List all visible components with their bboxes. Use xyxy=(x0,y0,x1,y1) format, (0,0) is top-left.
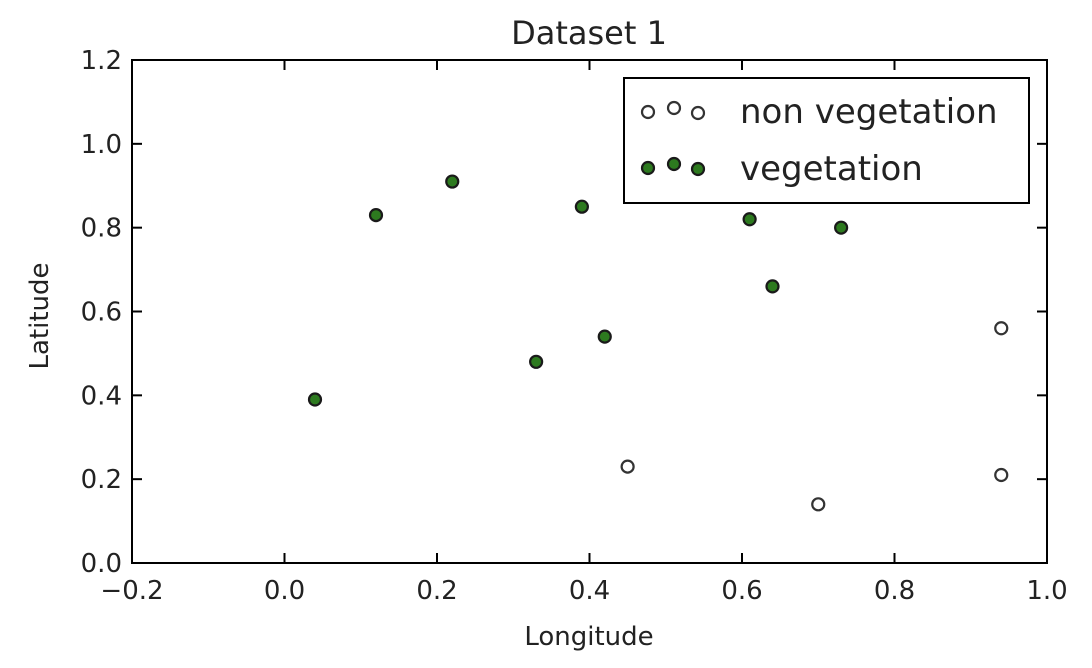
legend-label-vegetation: vegetation xyxy=(740,149,923,189)
x-tick-label: 0.2 xyxy=(416,576,457,606)
non-vegetation-point xyxy=(811,497,826,512)
legend-marker-vegetation xyxy=(690,161,706,177)
y-tick-label: 0.0 xyxy=(81,549,122,579)
vegetation-point xyxy=(529,354,544,369)
x-tick-label: 0.6 xyxy=(721,576,762,606)
y-tick-label: 1.0 xyxy=(81,130,122,160)
legend-marker-non-vegetation xyxy=(666,100,682,116)
legend-marker-non-vegetation xyxy=(690,105,706,121)
vegetation-point xyxy=(445,174,460,189)
legend-markers xyxy=(640,100,706,177)
vegetation-point xyxy=(307,392,323,407)
points-layer xyxy=(307,174,1009,512)
non-vegetation-point xyxy=(620,459,635,474)
vegetation-point xyxy=(834,220,849,235)
non-vegetation-point xyxy=(994,321,1009,336)
x-tick-label: 0.4 xyxy=(569,576,610,606)
y-tick-label: 0.6 xyxy=(81,298,122,328)
x-tick-label: 1.0 xyxy=(1026,576,1067,606)
y-tick-label: 0.8 xyxy=(81,214,122,244)
vegetation-point xyxy=(597,329,612,344)
vegetation-point xyxy=(574,199,589,214)
legend-marker-vegetation xyxy=(666,156,682,172)
legend-marker-vegetation xyxy=(640,160,656,176)
y-tick-label: 0.4 xyxy=(81,381,122,411)
y-axis-label: Latitude xyxy=(25,262,55,369)
x-tick-label: 0.0 xyxy=(264,576,305,606)
legend-label-non-vegetation: non vegetation xyxy=(740,92,998,132)
vegetation-point xyxy=(765,279,780,294)
x-tick-label: −0.2 xyxy=(100,576,163,606)
vegetation-point xyxy=(742,212,757,227)
legend-box xyxy=(623,77,1030,204)
ticks-layer: −0.2 0.0 0.2 0.4 0.6 0.8 1.00.00.20.40.60.81.0… xyxy=(81,46,1068,606)
vegetation-point xyxy=(368,207,384,223)
legend: non vegetation vegetation xyxy=(623,77,1030,204)
y-tick-label: 0.2 xyxy=(81,465,122,495)
x-tick-label: 0.8 xyxy=(874,576,915,606)
chart-title: Dataset 1 xyxy=(511,14,667,52)
x-axis-label: Longitude xyxy=(524,622,653,652)
legend-marker-non-vegetation xyxy=(640,104,656,120)
non-vegetation-point xyxy=(994,467,1009,483)
plot-frame xyxy=(131,59,1048,564)
y-tick-label: 1.2 xyxy=(81,46,122,76)
